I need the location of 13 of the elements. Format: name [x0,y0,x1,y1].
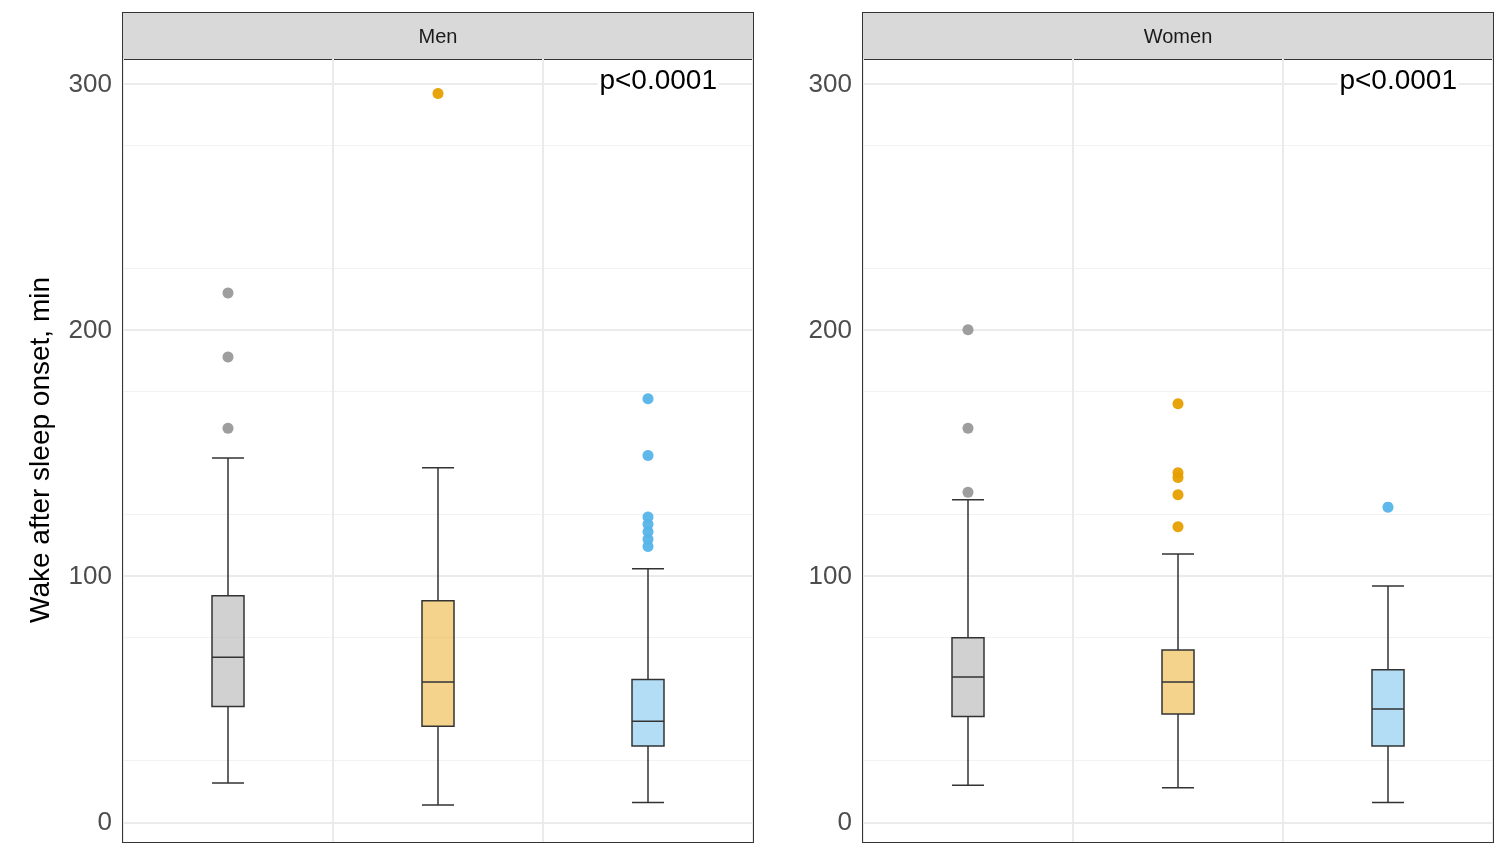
annotation: p<0.0001 [599,63,718,95]
chart-title: Women [863,13,1493,60]
y-tick-label: 100 [808,559,852,591]
y-tick-label: 0 [837,805,852,837]
y-tick-label: 300 [808,67,852,99]
y-tick-label: 0 [97,805,112,837]
annotation: p<0.0001 [1339,63,1458,95]
y-axis-title: Wake after sleep onset, min [24,276,56,624]
y-tick-label: 300 [68,67,112,99]
y-tick-label: 200 [808,313,852,345]
y-tick-label: 100 [68,559,112,591]
chart-title: Men [123,13,753,60]
y-tick-label: 200 [68,313,112,345]
